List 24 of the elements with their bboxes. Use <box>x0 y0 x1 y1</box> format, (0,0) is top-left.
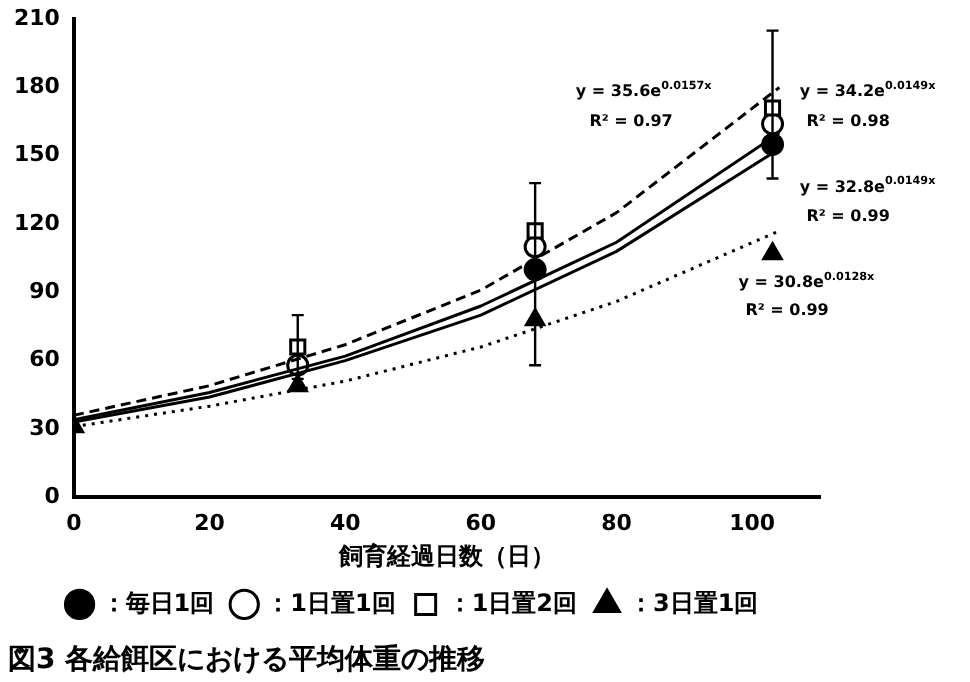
x-tick-label: 100 <box>729 510 776 537</box>
y-tick-label: 150 <box>13 141 61 168</box>
y-tick-label: 180 <box>13 73 61 100</box>
y-tick-label: 120 <box>13 209 61 236</box>
legend-label: ：3日置1回 <box>629 588 759 617</box>
x-tick-label: 40 <box>329 510 362 537</box>
y-tick-label: 90 <box>29 278 61 305</box>
annotation: R² = 0.99 <box>745 300 830 319</box>
annotation: R² = 0.97 <box>589 111 673 130</box>
y-tick-label: 30 <box>29 414 61 441</box>
x-tick-label: 80 <box>601 510 633 537</box>
x-tick-label: 60 <box>465 510 497 537</box>
x-axis-title: 飼育経過日数（日） <box>336 542 555 571</box>
y-tick-label: 0 <box>44 482 61 509</box>
y-tick-label: 210 <box>13 4 61 31</box>
annotation: R² = 0.99 <box>806 207 891 226</box>
legend-label: ：1日置2回 <box>447 588 578 617</box>
text: 図3 各給餌区における平均体重の推移 <box>8 644 486 677</box>
legend-label: ：毎日1回 <box>101 588 215 617</box>
x-tick-label: 20 <box>194 510 226 537</box>
x-tick-label: 0 <box>66 510 83 537</box>
y-tick-label: 60 <box>29 346 61 373</box>
annotation: R² = 0.98 <box>806 111 891 130</box>
legend-label: ：1日置1回 <box>266 588 396 617</box>
